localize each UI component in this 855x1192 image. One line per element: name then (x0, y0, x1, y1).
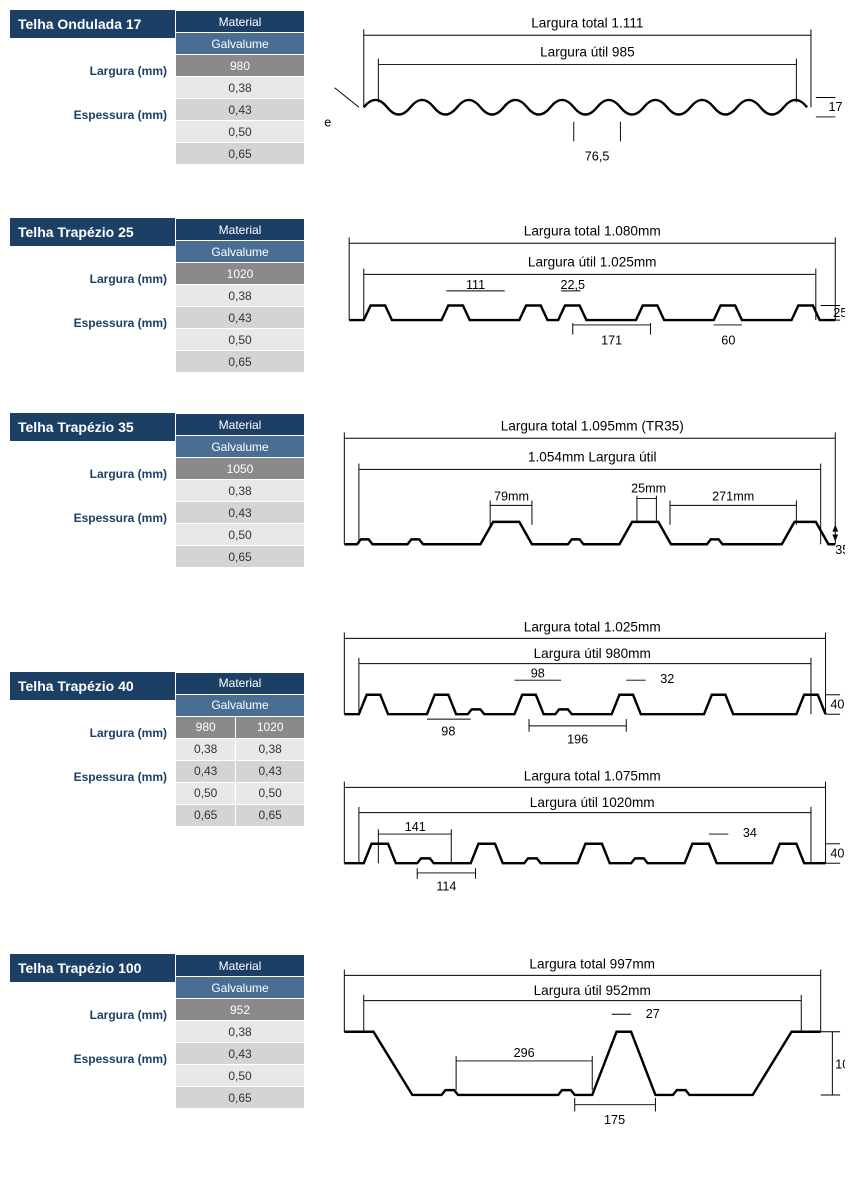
section-title: Telha Trapézio 25 (10, 218, 175, 246)
label-largura: Largura (mm) (10, 268, 175, 290)
svg-text:Largura útil 952mm: Largura útil 952mm (534, 983, 651, 998)
svg-text:100: 100 (835, 1058, 845, 1072)
svg-text:25mm: 25mm (631, 482, 666, 496)
dim-height: 17 (828, 100, 842, 114)
section-title: Telha Ondulada 17 (10, 10, 175, 38)
spec-table: Material Galvalume 980 0,38 0,43 0,50 0,… (175, 10, 305, 165)
svg-text:60: 60 (721, 334, 735, 348)
svg-text:296: 296 (514, 1046, 535, 1060)
svg-text:Largura útil 1020mm: Largura útil 1020mm (530, 794, 655, 809)
cell-esp: 0,43 (176, 99, 305, 121)
svg-text:175: 175 (604, 1113, 625, 1127)
svg-text:34: 34 (743, 825, 757, 839)
svg-text:111: 111 (466, 278, 485, 292)
section-trapezio-100: Telha Trapézio 100 Largura (mm) Espessur… (10, 954, 845, 1142)
svg-text:79mm: 79mm (494, 490, 529, 504)
cell-largura: 980 (176, 55, 305, 77)
section-trapezio-40: Telha Trapézio 40 Largura (mm) Espessura… (10, 617, 845, 915)
cell-esp: 0,50 (176, 121, 305, 143)
spec-table-wrap: Telha Ondulada 17 Largura (mm) Espessura… (10, 10, 305, 165)
spec-table: Material Galvalume 1020 0,38 0,43 0,50 0… (175, 218, 305, 373)
diagram-trapezio-25: Largura total 1.080mm Largura útil 1.025… (320, 218, 845, 369)
svg-text:Largura total 1.075mm: Largura total 1.075mm (524, 768, 661, 783)
svg-text:40: 40 (830, 846, 844, 860)
diagram-wrap: Largura total 1.111 Largura útil 985 17 … (305, 10, 845, 178)
svg-text:98: 98 (441, 724, 455, 738)
section-trapezio-25: Telha Trapézio 25 Largura (mm) Espessura… (10, 218, 845, 373)
diagram-trapezio-40a: Largura total 1.025mm Largura útil 980mm… (320, 617, 845, 763)
spec-table: Material Galvalume 952 0,38 0,43 0,50 0,… (175, 954, 305, 1109)
svg-text:98: 98 (531, 666, 545, 680)
dim-pitch: 76,5 (585, 150, 610, 164)
label-espessura: Espessura (mm) (10, 312, 175, 334)
svg-text:40: 40 (830, 697, 844, 711)
diagram-trapezio-100: Largura total 997mm Largura útil 952mm 2… (320, 954, 845, 1139)
svg-text:Largura útil 980mm: Largura útil 980mm (534, 646, 651, 661)
svg-text:1.054mm Largura útil: 1.054mm Largura útil (528, 450, 657, 465)
svg-text:32: 32 (660, 672, 674, 686)
diagram-ondulada: Largura total 1.111 Largura útil 985 17 … (320, 10, 845, 175)
svg-text:Largura total 1.095mm (TR35): Largura total 1.095mm (TR35) (501, 419, 684, 434)
hdr-galvalume: Galvalume (176, 33, 305, 55)
diagram-trapezio-35: Largura total 1.095mm (TR35) 1.054mm Lar… (320, 413, 845, 573)
svg-text:Largura útil 1.025mm: Largura útil 1.025mm (528, 255, 657, 270)
svg-text:271mm: 271mm (712, 490, 754, 504)
cell-esp: 0,65 (176, 143, 305, 165)
hdr-material: Material (176, 11, 305, 33)
svg-text:35: 35 (835, 543, 845, 557)
svg-text:Largura total 1.025mm: Largura total 1.025mm (524, 619, 661, 634)
label-espessura: Espessura (mm) (10, 104, 175, 126)
dim-largura-total: Largura total 1.111 (531, 15, 643, 30)
section-trapezio-35: Telha Trapézio 35 Largura (mm) Espessura… (10, 413, 845, 576)
svg-text:114: 114 (436, 879, 456, 893)
svg-text:27: 27 (646, 1007, 660, 1021)
label-largura: Largura (mm) (10, 60, 175, 82)
svg-text:Largura total 997mm: Largura total 997mm (529, 957, 655, 972)
svg-text:141: 141 (405, 820, 426, 834)
svg-text:25: 25 (833, 306, 845, 320)
svg-text:171: 171 (601, 334, 622, 348)
section-ondulada-17: Telha Ondulada 17 Largura (mm) Espessura… (10, 10, 845, 178)
section-title: Telha Trapézio 100 (10, 954, 175, 982)
svg-text:Largura total 1.080mm: Largura total 1.080mm (524, 224, 661, 239)
svg-text:196: 196 (567, 732, 588, 746)
dim-e: e (324, 116, 331, 130)
section-title: Telha Trapézio 35 (10, 413, 175, 441)
cell-esp: 0,38 (176, 77, 305, 99)
dim-largura-util: Largura útil 985 (540, 45, 635, 60)
section-title: Telha Trapézio 40 (10, 672, 175, 700)
diagram-trapezio-40b: Largura total 1.075mm Largura útil 1020m… (320, 766, 845, 912)
spec-table: Material Galvalume 980 1020 0,380,38 0,4… (175, 672, 305, 827)
svg-text:22,5: 22,5 (560, 278, 585, 292)
spec-table: Material Galvalume 1050 0,38 0,43 0,50 0… (175, 413, 305, 568)
